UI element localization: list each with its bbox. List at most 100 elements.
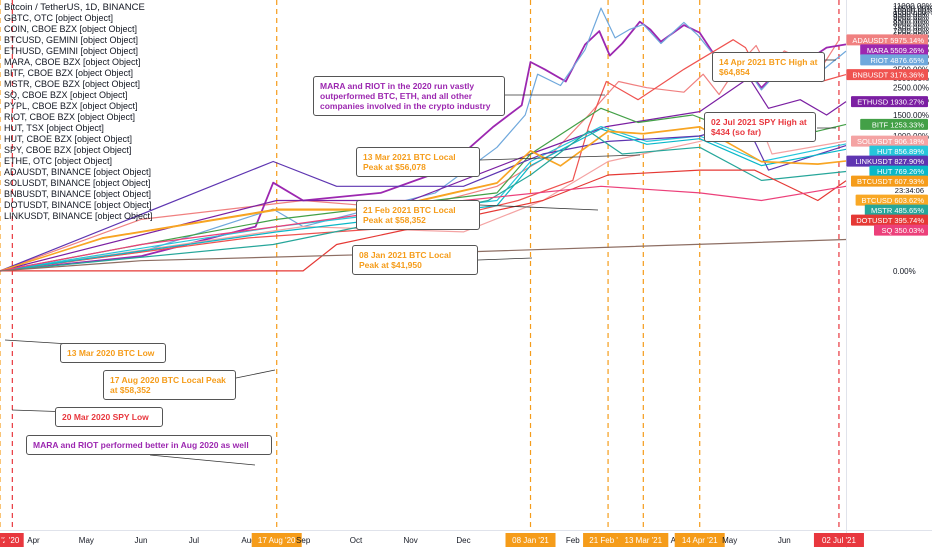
price-badge-label: MARA 5509.26% — [867, 46, 924, 55]
price-badge-label: RIOT 4876.65% — [870, 56, 924, 65]
callout-connector — [479, 154, 641, 161]
price-badge — [851, 214, 928, 226]
legend-item[interactable]: RIOT, CBOE BZX [object Object] — [4, 112, 136, 122]
x-tick-label: Oct — [350, 536, 363, 545]
x-tick-label: 14 Apr '21 — [682, 536, 718, 545]
price-badge-label: DOTUSDT 395.74% — [856, 216, 924, 225]
y-tick-label: 10000.00% — [893, 7, 932, 16]
callout-connector — [479, 204, 599, 211]
callout-spy-low-mar2020: 20 Mar 2020 SPY Low — [55, 407, 163, 427]
x-tick-label: May — [79, 536, 94, 545]
price-badge-label: HUT 856.89% — [877, 147, 924, 156]
y-tick-label: 8500.00% — [893, 16, 929, 25]
legend-item[interactable]: BITF, CBOE BZX [object Object] — [4, 68, 134, 78]
price-badge — [869, 165, 928, 177]
series-line — [0, 126, 847, 272]
legend-item[interactable]: SQ, CBOE BZX [object Object] — [4, 90, 128, 100]
x-tick-label: Feb — [566, 536, 580, 545]
legend-item[interactable]: LINKUSDT, BINANCE [object Object] — [4, 211, 153, 221]
y-tick-label: 9500.00% — [893, 10, 929, 19]
legend-item[interactable]: BNBUSDT, BINANCE [object Object] — [4, 189, 152, 199]
x-tick-label: 02 Jul '21 — [822, 536, 857, 545]
x-tick-label: '20 — [9, 536, 20, 545]
price-badge — [851, 96, 928, 108]
series-line — [0, 169, 847, 272]
series-line — [0, 130, 847, 272]
price-badge — [846, 34, 928, 46]
x-tick-label: Jun — [778, 536, 791, 545]
x-tick-label: Apr — [27, 536, 40, 545]
legend-item[interactable]: HUT, CBOE BZX [object Object] — [4, 134, 133, 144]
series-line — [0, 185, 847, 272]
price-badge-label: SOLUSDT 906.18% — [857, 137, 924, 146]
legend-item[interactable]: MSTR, CBOE BZX [object Object] — [4, 79, 141, 89]
price-badge — [874, 224, 928, 236]
x-tick-highlight — [4, 533, 24, 547]
series-line — [0, 121, 847, 272]
legend-item[interactable]: PYPL, CBOE BZX [object Object] — [4, 101, 138, 111]
series-line — [0, 128, 847, 272]
price-badge — [855, 194, 928, 206]
callout-btc-low-mar2020: 13 Mar 2020 BTC Low — [60, 343, 166, 363]
legend-item[interactable]: HUT, TSX [object Object] — [4, 123, 104, 133]
price-badge-sub: 23:34:06 — [895, 186, 924, 195]
callout-btc-peak-aug2020: 17 Aug 2020 BTC Local Peak at $58,352 — [103, 370, 236, 400]
x-tick-highlight — [813, 533, 864, 547]
y-tick-label: 7500.00% — [893, 23, 929, 32]
legend-item[interactable]: MARA, CBOE BZX [object Object] — [4, 57, 141, 67]
x-tick-highlight — [618, 533, 669, 547]
y-tick-label: 9000.00% — [893, 13, 929, 22]
x-tick-label: Jun — [135, 536, 148, 545]
price-badge-label: BTCUSDT 607.93% — [857, 177, 924, 186]
callout-spy-high-jul: 02 Jul 2021 SPY High at $434 (so far) — [704, 112, 816, 142]
callout-mara-riot-2020: MARA and RIOT in the 2020 run vastly out… — [313, 76, 505, 116]
y-tick-label: 7000.00% — [893, 27, 929, 36]
y-tick-label: 0.00% — [893, 267, 916, 276]
legend-item[interactable]: COIN, CBOE BZX [object Object] — [4, 24, 138, 34]
legend-item[interactable]: ETHE, OTC [object Object] — [4, 156, 113, 166]
series-line — [0, 126, 847, 272]
price-badge-label: ADAUSDT 5975.14% — [852, 36, 924, 45]
price-badge — [851, 175, 928, 187]
x-tick-label: 08 Jan '21 — [512, 536, 549, 545]
x-tick-label: Nov — [404, 536, 418, 545]
x-tick-highlight — [505, 533, 556, 547]
legend-item[interactable]: ADAUSDT, BINANCE [object Object] — [4, 167, 152, 177]
legend-item[interactable]: GBTC, OTC [object Object] — [4, 13, 114, 23]
price-badge-label: BITF 1253.33% — [872, 120, 924, 129]
price-badge-label: LINKUSDT 827.90% — [855, 157, 924, 166]
price-badge — [860, 44, 928, 56]
price-badge-label: ETHUSD 1930.27% — [857, 98, 924, 107]
price-badge — [846, 155, 928, 167]
callout-connector — [235, 369, 276, 379]
legend-title: Bitcoin / TetherUS, 1D, BINANCE — [4, 2, 145, 13]
price-badge — [860, 54, 928, 66]
legend-item[interactable]: ETHUSD, GEMINI [object Object] — [4, 46, 139, 56]
x-tick-label: Aug — [241, 536, 255, 545]
callout-connector — [477, 257, 533, 261]
legend-item[interactable]: BTCUSD, GEMINI [object Object] — [4, 35, 139, 45]
x-tick-highlight — [251, 533, 302, 547]
legend-item[interactable]: DOTUSDT, BINANCE [object Object] — [4, 200, 152, 210]
y-tick-label: 2500.00% — [893, 84, 929, 93]
price-badge-label: HUT 769.26% — [877, 167, 924, 176]
x-tick-highlight — [674, 533, 725, 547]
legend-item[interactable]: SOLUSDT, BINANCE [object Object] — [4, 178, 151, 188]
callout-btc-peak-mar: 13 Mar 2021 BTC Local Peak at $56,078 — [356, 147, 480, 177]
callout-connector — [149, 454, 256, 466]
x-tick-label: Jul — [189, 536, 199, 545]
price-badge — [864, 204, 928, 216]
x-tick-label: 13 Mar '21 — [625, 536, 663, 545]
price-badge — [851, 135, 928, 147]
y-tick-label: 10500.00% — [893, 5, 932, 14]
y-tick-label: 1500.00% — [893, 111, 929, 120]
y-tick-label: 11000.00% — [893, 2, 932, 11]
price-badge-label: BTCUSD 603.62% — [861, 196, 924, 205]
callout-btc-high-apr: 14 Apr 2021 BTC High at $64,854 — [712, 52, 825, 82]
callout-btc-peak-feb: 21 Feb 2021 BTC Local Peak at $58,352 — [356, 200, 480, 230]
callout-mara-riot-aug: MARA and RIOT performed better in Aug 20… — [26, 435, 272, 455]
price-badge-label: MSTR 485.65% — [871, 206, 924, 215]
legend-item[interactable]: SPY, CBOE BZX [object Object] — [4, 145, 132, 155]
x-tick-label: 17 Aug '20 — [258, 536, 296, 545]
